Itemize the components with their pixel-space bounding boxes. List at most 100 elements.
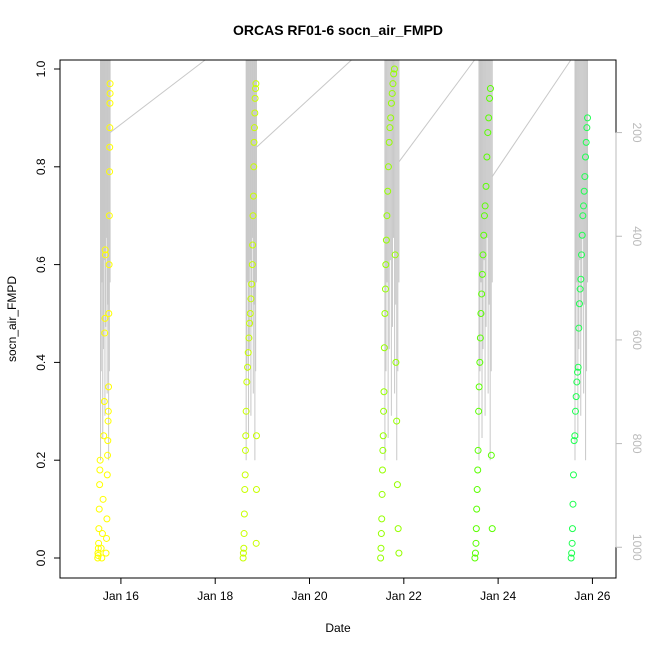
data-point (104, 407, 112, 415)
data-point (99, 495, 107, 503)
data-point (478, 290, 486, 298)
data-point (575, 300, 583, 308)
data-point (478, 270, 486, 278)
data-point (239, 549, 247, 557)
data-point (488, 525, 496, 533)
x-tick-label: Jan 26 (574, 589, 610, 603)
data-point (245, 334, 253, 342)
data-point (474, 446, 482, 454)
data-point (580, 187, 588, 195)
data-point (388, 89, 396, 97)
data-point (248, 280, 256, 288)
data-point (106, 89, 114, 97)
data-point (249, 212, 257, 220)
ferry-line (109, 59, 206, 133)
data-point (472, 525, 480, 533)
data-point (241, 471, 249, 479)
data-point (471, 554, 479, 562)
data-point (385, 138, 393, 146)
data-point (105, 383, 113, 391)
data-point (378, 490, 386, 498)
data-point (101, 246, 109, 254)
data-point (472, 539, 480, 547)
data-point (380, 407, 388, 415)
data-point (480, 231, 488, 239)
data-point (486, 94, 494, 102)
data-point (487, 451, 495, 459)
data-point (106, 168, 114, 176)
data-point (247, 295, 255, 303)
x-tick-label: Jan 24 (480, 589, 516, 603)
data-point (241, 486, 249, 494)
data-point (251, 109, 259, 117)
series-layer (94, 59, 592, 562)
data-point (252, 80, 260, 88)
data-point (252, 486, 260, 494)
data-point (384, 163, 392, 171)
data-point (98, 530, 106, 538)
data-point (395, 549, 403, 557)
data-point (573, 368, 581, 376)
data-point (474, 466, 482, 474)
data-point (249, 241, 257, 249)
data-point (381, 310, 389, 317)
data-point (94, 544, 102, 552)
data-point (387, 99, 395, 107)
data-point (386, 124, 394, 132)
data-point (243, 378, 251, 386)
data-point (382, 261, 390, 269)
data-point (105, 212, 113, 220)
data-point (572, 393, 580, 401)
data-point (104, 437, 112, 445)
data-point (486, 85, 494, 93)
data-point (393, 481, 401, 489)
data-point (106, 143, 114, 151)
y-tick-label: 0.6 (34, 256, 48, 273)
data-point (250, 138, 258, 146)
right-tick-label: 800 (630, 434, 644, 454)
data-point (244, 349, 252, 357)
data-point (570, 437, 578, 445)
data-point (482, 182, 490, 190)
y-tick-label: 1.0 (34, 60, 48, 77)
data-point (476, 334, 484, 342)
data-point (578, 251, 586, 259)
ferry-line (256, 59, 352, 148)
data-point (581, 173, 589, 181)
ferry-line (491, 59, 572, 177)
data-point (380, 388, 388, 396)
data-point (583, 124, 591, 132)
data-point (96, 466, 104, 474)
data-point (252, 85, 260, 93)
ferry-line (398, 59, 475, 163)
data-point (97, 544, 105, 552)
data-point (106, 80, 114, 88)
data-point (103, 471, 111, 479)
data-point (568, 539, 576, 547)
data-point (382, 236, 390, 244)
data-point (393, 417, 401, 425)
data-point (477, 310, 485, 317)
x-axis-label: Date (325, 621, 351, 635)
data-point (250, 124, 258, 132)
data-point (379, 432, 387, 440)
data-point (392, 358, 400, 366)
data-point (239, 554, 247, 562)
data-point (105, 310, 113, 317)
data-point (103, 515, 111, 523)
data-point (584, 114, 592, 122)
data-point (475, 407, 483, 415)
data-point (471, 549, 479, 557)
data-point (249, 192, 257, 200)
data-point (389, 80, 397, 88)
data-point (379, 446, 387, 454)
data-point (106, 124, 114, 132)
data-point (96, 481, 104, 489)
data-point (96, 456, 104, 464)
data-point (102, 549, 110, 557)
data-point (394, 525, 402, 533)
x-tick-label: Jan 18 (197, 589, 233, 603)
data-point (252, 432, 260, 440)
x-tick-label: Jan 20 (291, 589, 327, 603)
data-point (479, 251, 487, 259)
